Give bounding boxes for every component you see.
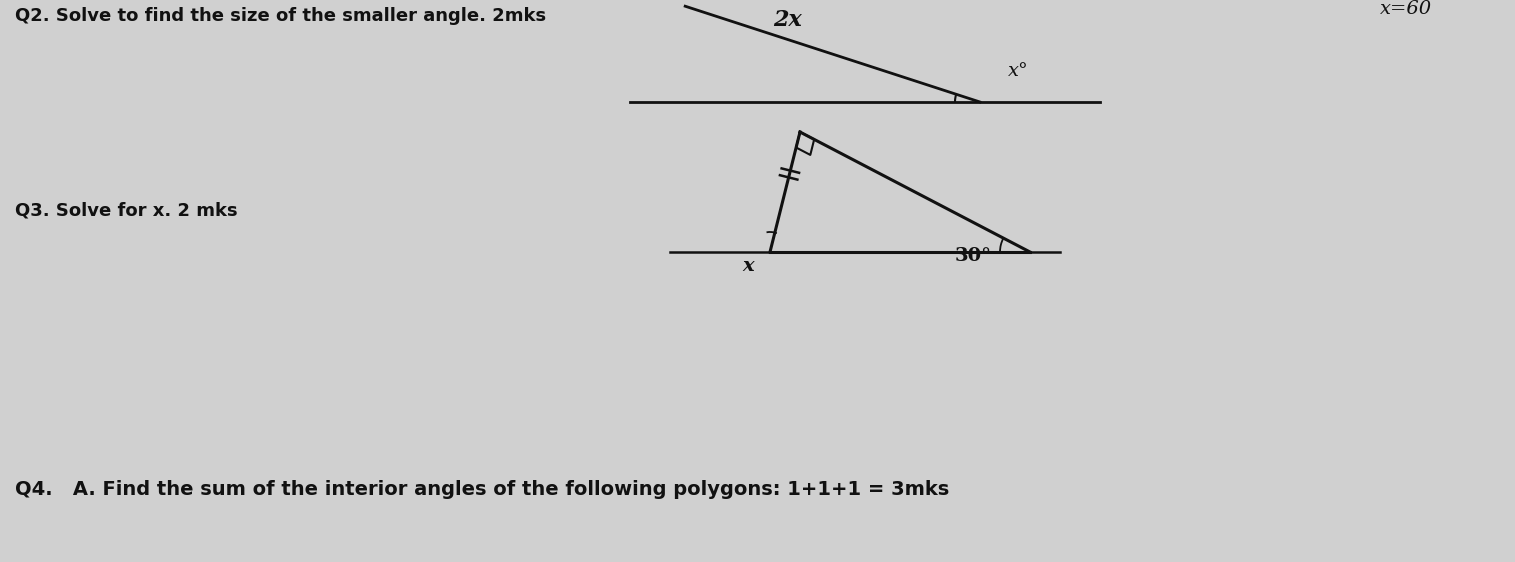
Text: 30°: 30° (954, 247, 992, 265)
Text: x=60: x=60 (1380, 0, 1432, 18)
Text: Q3. Solve for x. 2 mks: Q3. Solve for x. 2 mks (15, 202, 238, 220)
Text: x°: x° (1007, 62, 1029, 80)
Text: 2x: 2x (774, 9, 803, 31)
Text: Q4.   A. Find the sum of the interior angles of the following polygons: 1+1+1 = : Q4. A. Find the sum of the interior angl… (15, 480, 950, 499)
Text: x: x (742, 257, 754, 275)
Text: Q2. Solve to find the size of the smaller angle. 2mks: Q2. Solve to find the size of the smalle… (15, 7, 545, 25)
